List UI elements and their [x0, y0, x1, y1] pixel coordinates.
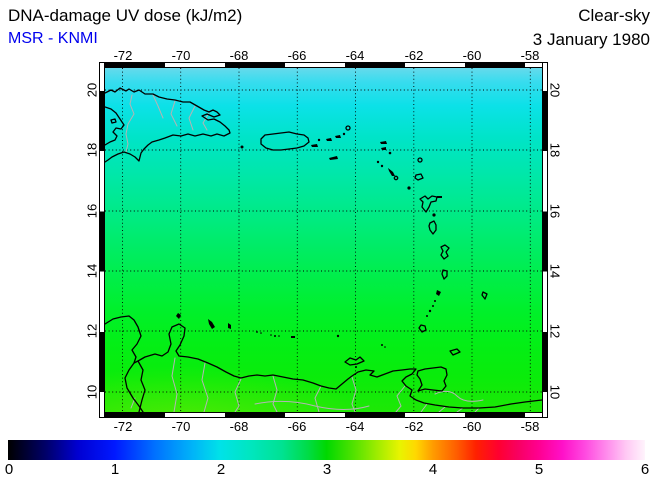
lat-tick-right: 20 [547, 82, 563, 98]
lat-tick-left: 18 [84, 142, 100, 158]
lon-tick-bottom: -60 [462, 419, 482, 434]
lat-tick-right: 12 [547, 323, 563, 339]
colorbar-tick: 1 [110, 461, 120, 478]
rivers-borders-layer [125, 94, 484, 412]
lon-tick-top: -64 [345, 48, 365, 63]
map-frame-left [99, 62, 105, 418]
colorbar-tick: 6 [640, 461, 650, 478]
colorbar-tick: 2 [216, 461, 226, 478]
lat-tick-left: 16 [84, 203, 100, 219]
colorbar-tick: 4 [428, 461, 438, 478]
lat-tick-right: 18 [547, 142, 563, 158]
map-frame-bottom [104, 412, 543, 418]
lat-tick-right: 16 [547, 203, 563, 219]
map-overlay-svg [105, 68, 542, 412]
lat-tick-left: 20 [84, 82, 100, 98]
map-frame-right [542, 62, 548, 418]
lon-tick-top: -68 [229, 48, 249, 63]
lat-tick-right: 10 [547, 384, 563, 400]
colorbar-tick: 5 [534, 461, 544, 478]
lon-tick-bottom: -64 [345, 419, 365, 434]
page-title: DNA-damage UV dose (kJ/m2) [8, 6, 243, 25]
lon-tick-bottom: -70 [171, 419, 191, 434]
graticule-gridlines [105, 68, 542, 412]
lon-tick-bottom: -68 [229, 419, 249, 434]
lat-tick-left: 12 [84, 323, 100, 339]
lon-tick-top: -72 [113, 48, 133, 63]
lat-tick-right: 14 [547, 263, 563, 279]
lon-tick-bottom: -62 [404, 419, 424, 434]
sky-condition-label: Clear-sky [578, 6, 650, 25]
data-source-label: MSR - KNMI [8, 30, 98, 47]
lon-tick-top: -70 [171, 48, 191, 63]
lon-tick-top: -66 [287, 48, 307, 63]
date-label: 3 January 1980 [532, 30, 650, 49]
lon-tick-top: -58 [520, 48, 540, 63]
lon-tick-top: -62 [404, 48, 424, 63]
lon-tick-bottom: -72 [113, 419, 133, 434]
lon-tick-bottom: -58 [520, 419, 540, 434]
lat-tick-left: 10 [84, 384, 100, 400]
colorbar-tick: 3 [322, 461, 332, 478]
lon-tick-top: -60 [462, 48, 482, 63]
lat-tick-left: 14 [84, 263, 100, 279]
colorbar-tick: 0 [4, 461, 14, 478]
colorbar [8, 440, 645, 460]
coastlines-layer [105, 87, 542, 412]
small-islands-layer [176, 132, 442, 368]
lon-tick-bottom: -66 [287, 419, 307, 434]
map-canvas [105, 68, 542, 412]
